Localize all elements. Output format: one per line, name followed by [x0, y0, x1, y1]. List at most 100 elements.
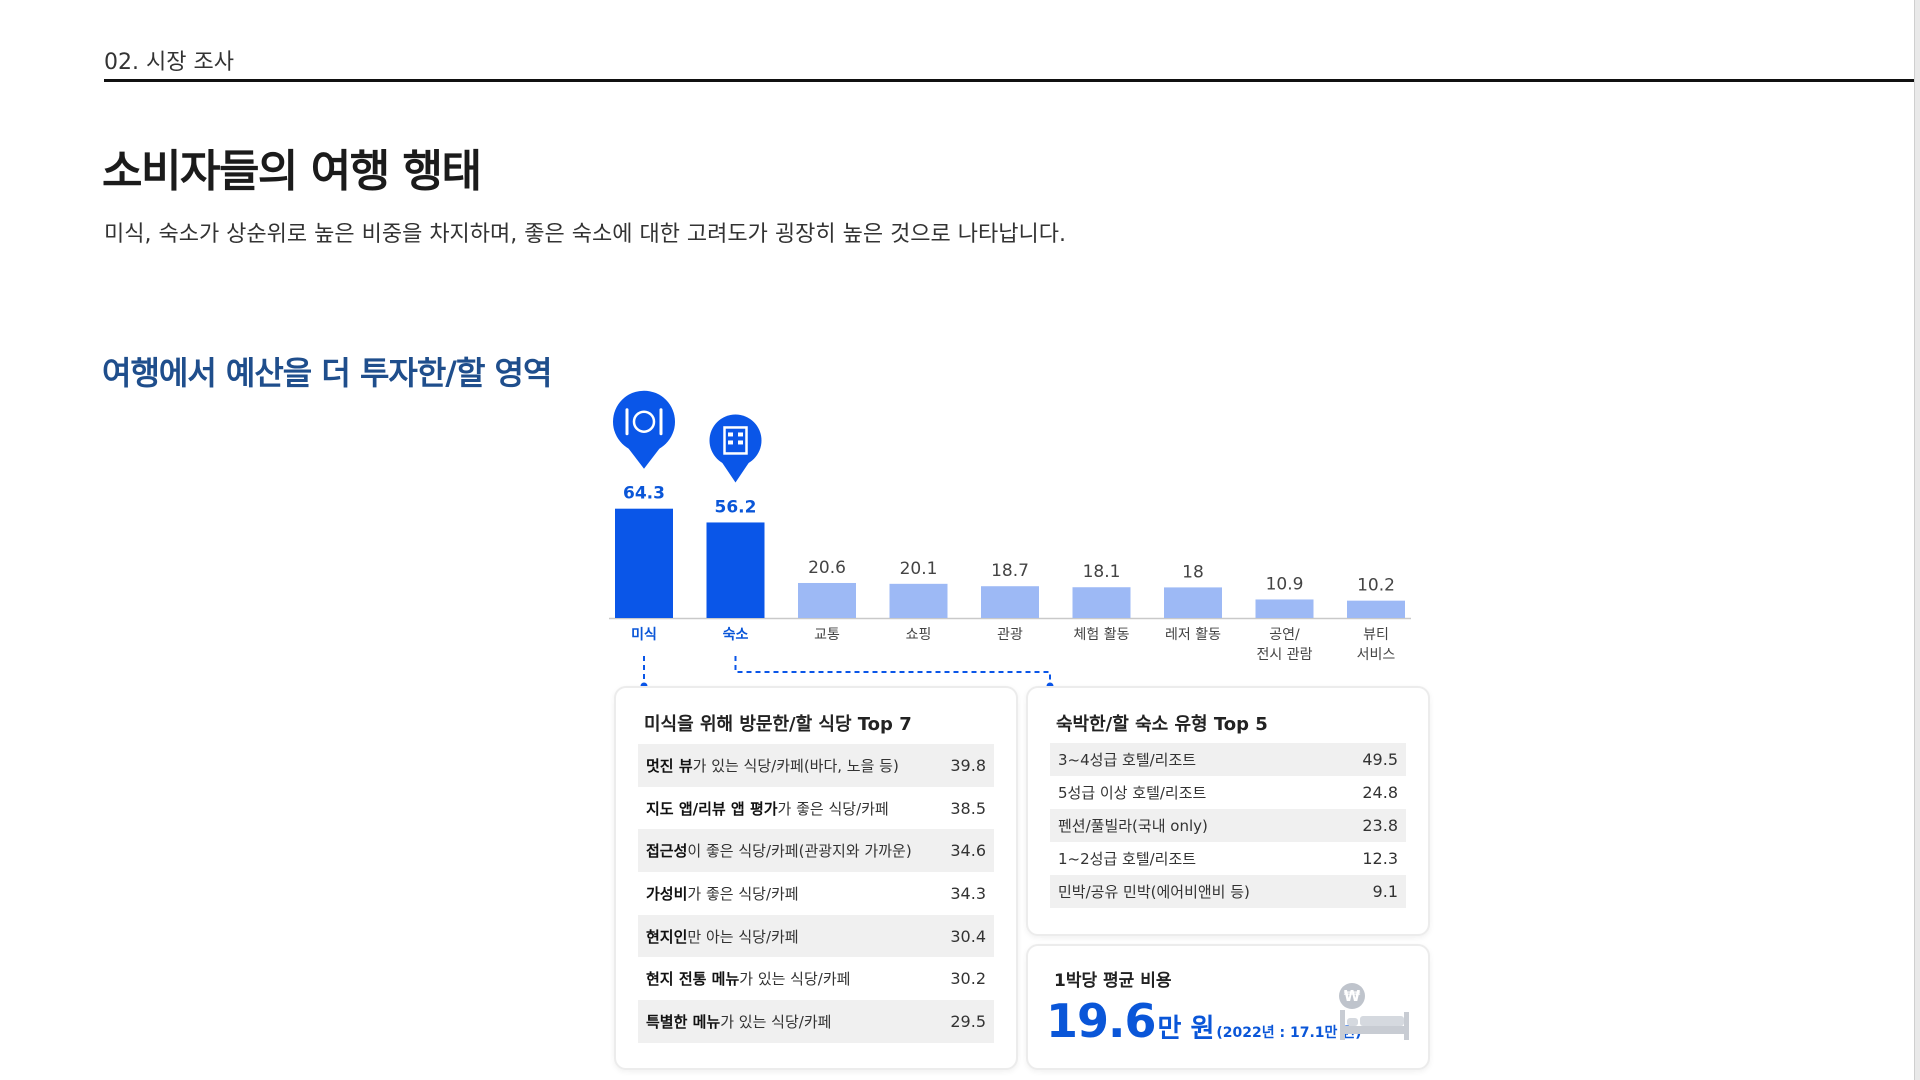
chart-bar [1347, 600, 1405, 618]
header-rule [104, 79, 1914, 82]
chart-value-label: 10.2 [1357, 576, 1395, 596]
plate-shape [632, 410, 656, 433]
pin-tail [626, 446, 662, 469]
pin-head [613, 390, 675, 453]
stay-row-value: 12.3 [1362, 849, 1398, 868]
dining-row-bold: 특별한 메뉴 [646, 1012, 721, 1031]
dining-list: 멋진 뷰가 있는 식당/카페(바다, 노을 등) 39.8 지도 앱/리뷰 앱 평가… [638, 744, 994, 1043]
chart-bar [615, 508, 673, 618]
chart-category-label: 교통 [814, 627, 840, 643]
dining-icon [613, 390, 675, 469]
chart-bar [706, 522, 765, 618]
chart-category-label: 숙소 [723, 627, 749, 643]
stay-row-value: 24.8 [1362, 783, 1398, 802]
dining-row-value: 38.5 [950, 798, 986, 818]
window-shape [738, 440, 743, 445]
chart-category-label: 전시 관람 [1257, 647, 1313, 663]
dining-top7-card: 미식을 위해 방문한/할 식당 Top 7 멋진 뷰가 있는 식당/카페(바다,… [614, 686, 1018, 1070]
dining-row-rest: 만 아는 식당/카페 [687, 927, 799, 946]
chart-bar [1255, 599, 1314, 618]
dining-row: 멋진 뷰가 있는 식당/카페(바다, 노을 등) 39.8 [638, 744, 994, 787]
chart-value-label: 18.7 [991, 561, 1029, 581]
dining-row-value: 34.6 [950, 841, 986, 861]
dining-row: 특별한 메뉴가 있는 식당/카페 29.5 [638, 1000, 994, 1043]
chart-category-label: 쇼핑 [906, 627, 932, 643]
cost-note: (2022년 : 17.1만 원) [1216, 1025, 1362, 1041]
stay-row-label: 1~2성급 호텔/리조트 [1058, 850, 1197, 868]
avg-cost-card: 1박당 평균 비용 19.6만 원 (2022년 : 17.1만 원) ₩ [1026, 944, 1430, 1070]
dining-row-bold: 멋진 뷰 [646, 756, 693, 775]
dining-row-bold: 지도 앱/리뷰 앱 평가 [646, 799, 778, 818]
chart-category-label: 체험 활동 [1074, 627, 1130, 643]
chart-value-label: 18 [1182, 562, 1204, 582]
chart-category-label: 공연/ [1269, 627, 1300, 643]
chart-bar [1072, 587, 1131, 618]
window-shape [738, 432, 743, 437]
pin-head [709, 414, 762, 467]
cost-number: 19.6 [1046, 994, 1156, 1048]
dining-row-label: 현지인만 아는 식당/카페 [646, 926, 799, 947]
dining-row-bold: 현지 전통 메뉴 [646, 970, 740, 989]
dining-row-label: 멋진 뷰가 있는 식당/카페(바다, 노을 등) [646, 755, 899, 776]
dining-row-rest: 가 좋은 식당/카페 [777, 799, 889, 818]
stay-row-label: 펜션/풀빌라(국내 only) [1058, 817, 1208, 835]
svg-text:₩: ₩ [1344, 987, 1361, 1005]
dining-row-label: 가성비가 좋은 식당/카페 [646, 883, 799, 904]
pin-tail [721, 461, 750, 483]
chart-value-label: 20.1 [900, 559, 938, 579]
stay-row-value: 49.5 [1362, 750, 1398, 769]
dining-row-label: 지도 앱/리뷰 앱 평가가 좋은 식당/카페 [646, 798, 889, 819]
hotel-icon [709, 414, 762, 483]
dining-row-label: 접근성이 좋은 식당/카페(관광지와 가까운) [646, 840, 912, 861]
dining-row-rest: 가 좋은 식당/카페 [687, 884, 799, 903]
stay-row-value: 23.8 [1362, 816, 1398, 835]
stay-row: 1~2성급 호텔/리조트 12.3 [1050, 842, 1406, 875]
chart-value-label: 18.1 [1083, 562, 1121, 582]
stay-row: 3~4성급 호텔/리조트 49.5 [1050, 743, 1406, 776]
page-subtitle: 미식, 숙소가 상순위로 높은 비중을 차지하며, 좋은 숙소에 대한 고려도가… [104, 222, 1066, 247]
stay-row: 5성급 이상 호텔/리조트 24.8 [1050, 776, 1406, 809]
cost-card-title: 1박당 평균 비용 [1054, 971, 1172, 991]
dining-card-title: 미식을 위해 방문한/할 식당 Top 7 [644, 714, 912, 735]
window-scroll-edge[interactable] [1914, 0, 1920, 1080]
dining-row-rest: 가 있는 식당/카페 [739, 970, 851, 989]
dining-row-bold: 가성비 [646, 884, 688, 903]
stay-top5-card: 숙박한/할 숙소 유형 Top 5 3~4성급 호텔/리조트 49.5 5성급 이상… [1026, 686, 1430, 936]
chart-category-label: 서비스 [1357, 647, 1396, 663]
chart-value-label: 56.2 [715, 497, 757, 517]
dining-row-value: 34.3 [950, 883, 986, 903]
chart-bar [981, 586, 1039, 618]
dining-row-value: 39.8 [950, 755, 986, 775]
dining-row-bold: 현지인 [646, 927, 688, 946]
chart-category-label: 관광 [997, 627, 1023, 643]
chart-bar [1164, 587, 1222, 618]
section-label: 02. 시장 조사 [104, 50, 234, 75]
window-shape [728, 432, 733, 437]
window-shape [728, 440, 733, 445]
stay-row: 펜션/풀빌라(국내 only) 23.8 [1050, 809, 1406, 842]
stay-row-value: 9.1 [1372, 882, 1398, 901]
dining-row: 지도 앱/리뷰 앱 평가가 좋은 식당/카페 38.5 [638, 787, 994, 830]
chart-category-label: 뷰티 [1363, 627, 1389, 643]
chart-category-label: 레저 활동 [1165, 627, 1221, 643]
dining-row: 가성비가 좋은 식당/카페 34.3 [638, 872, 994, 915]
stay-list: 3~4성급 호텔/리조트 49.5 5성급 이상 호텔/리조트 24.8 펜션/풀빌라(… [1050, 743, 1406, 908]
chart-value-label: 20.6 [808, 558, 846, 578]
chart-bar [889, 583, 948, 618]
stay-row-label: 5성급 이상 호텔/리조트 [1058, 784, 1207, 802]
dining-row-value: 30.2 [950, 969, 986, 989]
building-shape [723, 426, 748, 455]
page-title: 소비자들의 여행 행태 [102, 146, 482, 197]
stay-card-title: 숙박한/할 숙소 유형 Top 5 [1056, 714, 1268, 735]
chart-value-label: 64.3 [623, 484, 665, 504]
connector-stay [734, 656, 1051, 686]
cost-value: 19.6만 원 (2022년 : 17.1만 원) [1046, 994, 1362, 1048]
stay-row: 민박/공유 민박(에어비앤비 등) 9.1 [1050, 875, 1406, 908]
dining-row-bold: 접근성 [646, 842, 688, 861]
dining-row: 접근성이 좋은 식당/카페(관광지와 가까운) 34.6 [638, 829, 994, 873]
chart-value-label: 10.9 [1266, 574, 1304, 594]
cost-unit: 만 원 [1157, 1014, 1215, 1044]
dining-row-label: 현지 전통 메뉴가 있는 식당/카페 [646, 968, 850, 989]
stay-row-label: 민박/공유 민박(에어비앤비 등) [1058, 883, 1250, 901]
chart-title: 여행에서 예산을 더 투자한/할 영역 [102, 354, 552, 392]
